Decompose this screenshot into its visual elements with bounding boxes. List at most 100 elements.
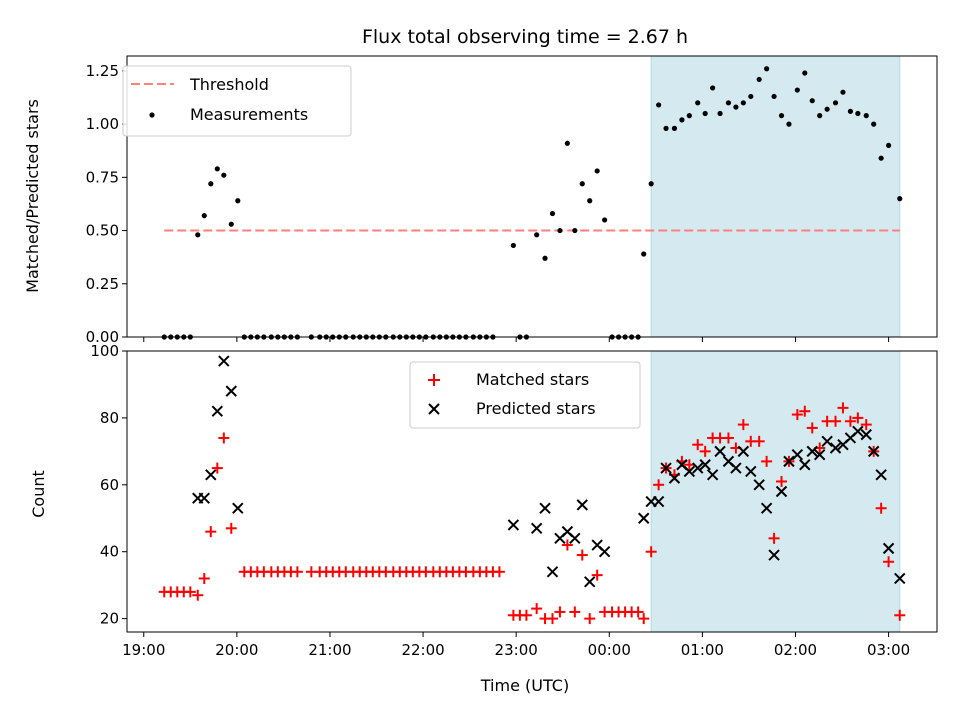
predicted-star-point <box>638 512 650 524</box>
panel-ratio: 0.00 0.25 0.50 0.75 1.00 1.25 Matched/Predict… <box>23 55 938 346</box>
x-tick-label: 01:00 <box>681 641 724 659</box>
predicted-star-point <box>507 519 520 531</box>
predicted-star-point <box>783 455 795 468</box>
matched-star-point <box>205 526 217 538</box>
matched-star-point <box>737 419 749 431</box>
legend-predicted-swatch <box>428 403 440 415</box>
matched-star-point <box>225 522 237 534</box>
y-tick-label: 40 <box>100 543 119 561</box>
matched-star-point <box>493 566 505 578</box>
measurement-point <box>748 93 754 100</box>
measurement-point <box>228 221 234 227</box>
predicted-star-point <box>584 576 596 588</box>
matched-star-point <box>576 549 588 561</box>
predicted-stars-points <box>192 355 906 588</box>
matched-star-point <box>699 445 711 457</box>
matched-star-point <box>554 606 566 618</box>
x-axis-ticks-bottom: 19:00 20:00 21:00 22:00 23:00 00:00 01:00 02:00… <box>122 632 910 659</box>
measurement-point <box>733 104 739 110</box>
measurement-point <box>756 76 762 83</box>
measurement-point <box>878 155 884 161</box>
legend-matched-swatch <box>428 374 440 386</box>
measurement-point <box>832 100 839 106</box>
measurement-point <box>794 87 800 93</box>
predicted-star-point <box>683 465 696 478</box>
predicted-star-point <box>198 492 210 504</box>
matched-star-point <box>632 606 644 618</box>
matched-star-point <box>860 419 872 431</box>
legend-measurements-swatch <box>149 112 155 118</box>
measurement-point <box>725 100 732 106</box>
measurement-point <box>817 113 823 119</box>
plot-frame-top <box>126 55 938 338</box>
predicted-star-point <box>539 502 551 514</box>
matched-star-point <box>218 432 230 444</box>
measurement-point <box>778 113 785 119</box>
measurement-point <box>686 113 692 119</box>
measurement-point <box>671 125 678 131</box>
legend-matched-label: Matched stars <box>476 370 589 389</box>
measurement-point <box>656 102 662 108</box>
measurement-point <box>602 217 608 223</box>
x-tick-label: 20:00 <box>215 641 258 659</box>
measurement-point <box>885 142 892 149</box>
matched-star-point <box>776 475 788 487</box>
measurement-point <box>871 121 877 127</box>
predicted-star-point <box>791 448 804 461</box>
measurement-point <box>863 113 869 119</box>
matched-star-point <box>806 422 818 434</box>
measurement-point <box>572 227 578 234</box>
matched-star-point <box>894 609 906 621</box>
measurement-point <box>549 210 556 217</box>
predicted-star-point <box>576 499 588 511</box>
matched-star-point <box>799 405 811 417</box>
predicted-star-point <box>569 532 581 545</box>
measurement-point <box>564 140 570 146</box>
y-tick-label: 0.50 <box>86 222 119 240</box>
y-tick-label: 0.75 <box>86 168 119 186</box>
predicted-star-point <box>660 462 672 474</box>
measurement-point <box>594 168 600 174</box>
matched-star-point <box>531 603 543 615</box>
matched-star-point <box>198 572 210 584</box>
matched-star-point <box>768 532 780 544</box>
matched-star-point <box>561 539 573 551</box>
matched-star-point <box>722 432 734 444</box>
matched-star-point <box>883 556 895 568</box>
predicted-star-point <box>829 442 842 454</box>
legend-box-bottom <box>409 361 641 429</box>
y-axis-label-bottom: Count <box>29 470 48 518</box>
measurement-point <box>824 106 830 112</box>
matched-star-point <box>830 415 842 427</box>
y-tick-label: 60 <box>100 476 119 494</box>
predicted-star-point <box>852 425 864 437</box>
measurement-point <box>897 196 903 202</box>
matched-star-point <box>546 613 558 625</box>
y-tick-label: 20 <box>100 610 119 628</box>
panel-counts: 20 40 60 80 100 19:00 20:00 21:00 22:00 23:00 00:… <box>29 342 938 695</box>
matched-star-point <box>761 455 773 467</box>
y-tick-label: 100 <box>90 342 119 360</box>
matched-star-point <box>638 613 650 625</box>
measurement-point <box>587 198 593 204</box>
matched-star-point <box>584 613 596 625</box>
matched-stars-points <box>158 402 906 625</box>
x-tick-label: 19:00 <box>122 641 165 659</box>
measurement-point <box>740 100 746 106</box>
measurement-point <box>641 251 647 257</box>
measurement-point <box>557 227 563 234</box>
legend-top: Threshold Measurements <box>122 65 352 137</box>
y-tick-label: 1.25 <box>86 62 119 80</box>
predicted-star-point <box>211 405 224 417</box>
x-tick-label: 23:00 <box>495 641 538 659</box>
matched-star-point <box>692 439 704 451</box>
predicted-star-point <box>225 385 237 397</box>
measurement-point <box>717 110 723 117</box>
measurement-point <box>534 232 540 238</box>
x-tick-label: 02:00 <box>774 641 817 659</box>
measurement-point <box>663 125 669 131</box>
measurement-point <box>221 172 227 178</box>
measurement-point <box>695 100 701 106</box>
measurement-point <box>208 181 214 187</box>
predicted-star-point <box>530 522 543 535</box>
